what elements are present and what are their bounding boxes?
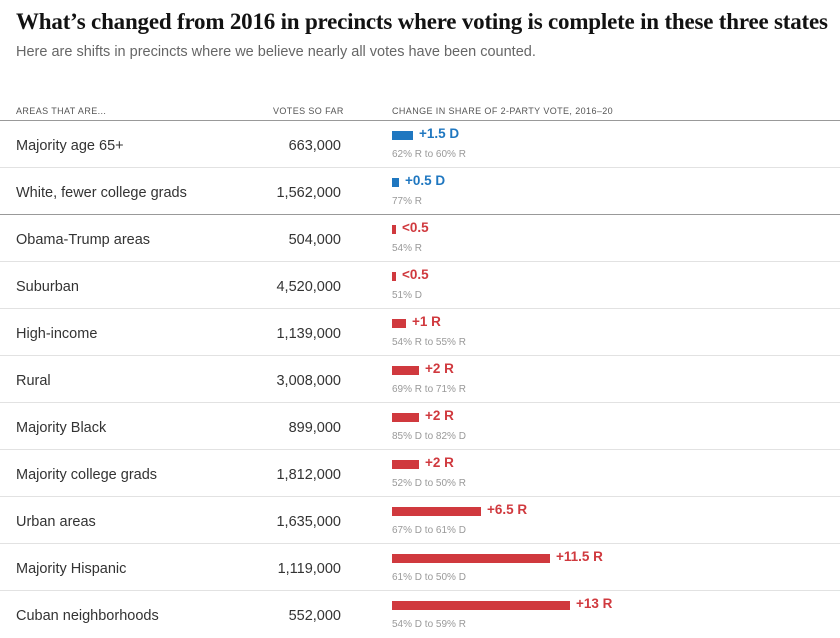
area-label: Obama-Trump areas [16,232,151,248]
share-detail: 62% R to 60% R [392,149,466,160]
votes-value: 1,139,000 [276,326,341,342]
shift-bar [392,225,396,234]
shift-label: +1 R [412,314,441,329]
shift-label: <0.5 [402,220,429,235]
header-votes: VOTES SO FAR [273,106,344,116]
area-label: Rural [16,373,51,389]
shift-bar [392,460,419,469]
share-detail: 54% R to 55% R [392,337,466,348]
table-row: Cuban neighborhoods 552,000 +13 R 54% D to … [0,590,840,637]
share-detail: 85% D to 82% D [392,431,466,442]
shift-label: +1.5 D [419,126,460,141]
votes-value: 1,635,000 [276,514,341,530]
shift-label: +0.5 D [405,173,446,188]
table-row: Rural 3,008,000 +2 R 69% R to 71% R [0,355,840,402]
shift-bar [392,554,550,563]
chart-title: What’s changed from 2016 in precincts wh… [16,9,828,34]
share-detail: 52% D to 50% R [392,478,466,489]
shift-bar [392,507,481,516]
shift-label: +2 R [425,408,454,423]
chart-subtitle: Here are shifts in precincts where we be… [16,44,536,60]
share-detail: 69% R to 71% R [392,384,466,395]
table-row: Majority Black 899,000 +2 R 85% D to 82% D [0,402,840,449]
shift-bar [392,366,419,375]
shift-bar [392,272,396,281]
shift-bar [392,413,419,422]
table-row: White, fewer college grads 1,562,000 +0.5 … [0,167,840,214]
data-table: Majority age 65+ 663,000 +1.5 D 62% R to 60… [0,120,840,637]
share-detail: 61% D to 50% D [392,572,466,583]
shift-bar [392,601,570,610]
shift-label: +11.5 R [556,549,603,564]
table-row: Obama-Trump areas 504,000 <0.5 54% R [0,214,840,261]
votes-value: 3,008,000 [276,373,341,389]
votes-value: 1,812,000 [276,467,341,483]
area-label: Majority Black [16,420,107,436]
table-row: Urban areas 1,635,000 +6.5 R 67% D to 61% D [0,496,840,543]
area-label: Urban areas [16,514,96,530]
shift-bar [392,178,399,187]
shift-label: +2 R [425,361,454,376]
votes-value: 504,000 [288,232,341,248]
shift-label: <0.5 [402,267,429,282]
share-detail: 51% D [392,290,423,301]
table-row: Suburban 4,520,000 <0.5 51% D [0,261,840,308]
votes-value: 1,562,000 [276,185,341,201]
shift-bar [392,131,413,140]
votes-value: 552,000 [288,608,341,624]
area-label: Majority Hispanic [16,561,127,577]
shift-bar [392,319,406,328]
area-label: High-income [16,326,98,342]
votes-value: 1,119,000 [277,561,341,577]
share-detail: 77% R [392,196,423,207]
area-label: Majority age 65+ [16,138,124,154]
shift-label: +13 R [576,596,613,611]
shift-label: +2 R [425,455,454,470]
area-label: Majority college grads [16,467,158,483]
votes-value: 4,520,000 [276,279,341,295]
share-detail: 54% D to 59% R [392,619,466,630]
table-row: Majority Hispanic 1,119,000 +11.5 R 61% D t… [0,543,840,590]
header-areas: AREAS THAT ARE... [16,106,107,116]
table-row: Majority college grads 1,812,000 +2 R 52% D… [0,449,840,496]
share-detail: 54% R [392,243,423,254]
area-label: Suburban [16,279,79,295]
votes-value: 663,000 [288,138,341,154]
area-label: White, fewer college grads [16,185,187,201]
area-label: Cuban neighborhoods [16,608,159,624]
share-detail: 67% D to 61% D [392,525,466,536]
shift-label: +6.5 R [487,502,528,517]
header-change: CHANGE IN SHARE OF 2-PARTY VOTE, 2016–20 [392,106,614,116]
table-row: Majority age 65+ 663,000 +1.5 D 62% R to 60… [0,120,840,167]
table-row: High-income 1,139,000 +1 R 54% R to 55% R [0,308,840,355]
votes-value: 899,000 [288,420,341,436]
